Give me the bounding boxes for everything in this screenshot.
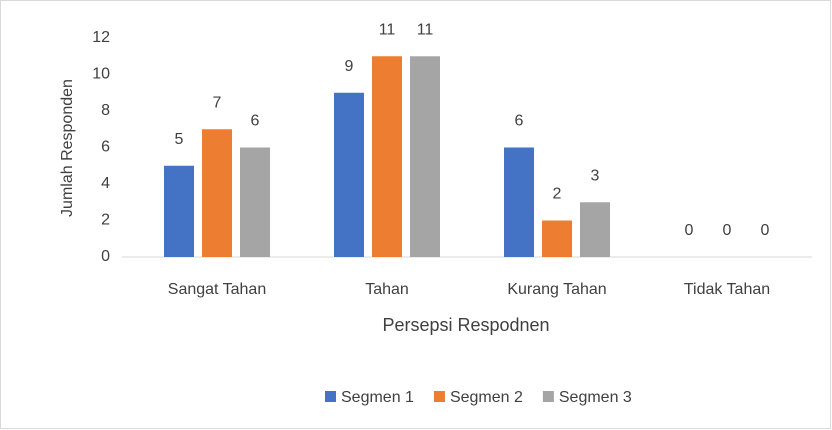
x-tick-label: Sangat Tahan	[168, 281, 266, 298]
y-tick-label: 2	[101, 212, 110, 229]
data-label: 11	[417, 21, 434, 38]
data-label: 0	[685, 222, 694, 239]
y-axis-label: Jumlah Responden	[59, 79, 76, 217]
data-label: 3	[591, 167, 600, 184]
data-label: 6	[251, 113, 260, 130]
bar	[410, 56, 440, 257]
x-tick-label: Tahan	[365, 281, 409, 298]
x-tick-label: Kurang Tahan	[507, 281, 606, 298]
legend-label: Segmen 2	[450, 389, 523, 406]
data-label: 0	[723, 222, 732, 239]
legend-label: Segmen 3	[559, 389, 632, 406]
legend-swatch	[433, 391, 445, 402]
bar	[542, 220, 572, 257]
y-tick-label: 10	[92, 66, 110, 83]
data-label: 7	[213, 94, 222, 111]
x-axis-label: Persepsi Respodnen	[382, 315, 549, 335]
y-tick-label: 4	[101, 175, 110, 192]
y-tick-label: 12	[92, 29, 110, 46]
data-label: 11	[379, 21, 396, 38]
bar	[240, 147, 270, 257]
bar	[580, 202, 610, 257]
legend-label: Segmen 1	[341, 389, 414, 406]
legend-swatch	[325, 391, 336, 402]
data-label: 5	[175, 131, 184, 148]
x-tick-label: Tidak Tahan	[684, 281, 770, 298]
bar	[504, 147, 534, 257]
data-label: 9	[345, 58, 354, 75]
bar	[334, 92, 364, 257]
data-label: 2	[553, 186, 562, 203]
y-tick-label: 6	[101, 139, 110, 156]
bar	[164, 165, 194, 257]
data-label: 6	[515, 113, 524, 130]
bar	[372, 56, 402, 257]
bar	[202, 129, 232, 257]
data-label: 0	[761, 222, 770, 239]
legend-swatch	[542, 391, 554, 402]
y-tick-label: 0	[101, 248, 110, 265]
y-tick-label: 8	[101, 102, 110, 119]
